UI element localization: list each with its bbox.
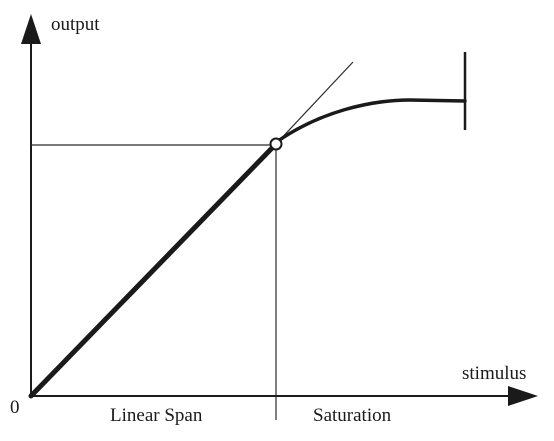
saturation-response-curve	[276, 98, 467, 143]
linear-response-curve	[28, 143, 277, 399]
y-axis-arrowhead	[21, 14, 41, 44]
saturation-point-marker	[269, 137, 283, 151]
linear-extrapolation-line	[275, 61, 354, 145]
saturation-label: Saturation	[313, 405, 392, 426]
x-axis-arrowhead	[508, 386, 538, 406]
linear-span-label: Linear Span	[110, 405, 203, 426]
x-axis-label: stimulus	[462, 363, 526, 384]
y-axis-label: output	[51, 14, 100, 35]
origin-label: 0	[10, 397, 20, 418]
